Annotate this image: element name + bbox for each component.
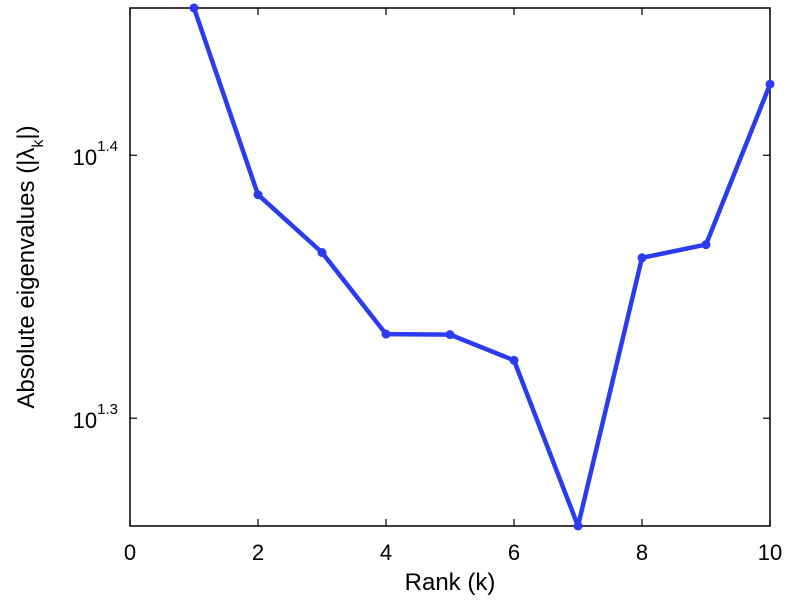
- data-point: [253, 190, 263, 200]
- x-tick-label: 6: [508, 540, 520, 565]
- data-point: [381, 329, 391, 339]
- y-tick-label: 101.3: [73, 401, 118, 433]
- data-point: [701, 240, 711, 250]
- series-layer: [189, 3, 775, 531]
- data-point: [765, 79, 775, 89]
- plot-frame: [129, 7, 771, 527]
- y-axis-label: Absolute eigenvalues (|λk|): [13, 125, 47, 408]
- x-axis-label: Rank (k): [405, 569, 496, 596]
- data-point: [637, 253, 647, 263]
- data-point: [573, 521, 583, 531]
- y-axis-label-subscript: k: [30, 139, 47, 148]
- y-tick-label: 101.4: [73, 138, 118, 170]
- data-point: [189, 3, 199, 13]
- x-tick-label: 4: [380, 540, 392, 565]
- data-point: [445, 330, 455, 340]
- data-point: [509, 355, 519, 365]
- data-point: [317, 248, 327, 258]
- y-axis-label-main: Absolute eigenvalues (|λ: [13, 148, 40, 409]
- x-tick-label: 0: [124, 540, 136, 565]
- ticks-layer: [129, 8, 771, 526]
- y-axis-label-end: |): [13, 125, 40, 139]
- y-tick-labels: 101.3 101.4: [73, 138, 118, 433]
- x-tick-labels: 0 2 4 6 8 10: [124, 540, 782, 565]
- x-tick-label: 8: [636, 540, 648, 565]
- x-tick-label: 10: [758, 540, 782, 565]
- series-line: [191, 5, 773, 529]
- x-tick-label: 2: [252, 540, 264, 565]
